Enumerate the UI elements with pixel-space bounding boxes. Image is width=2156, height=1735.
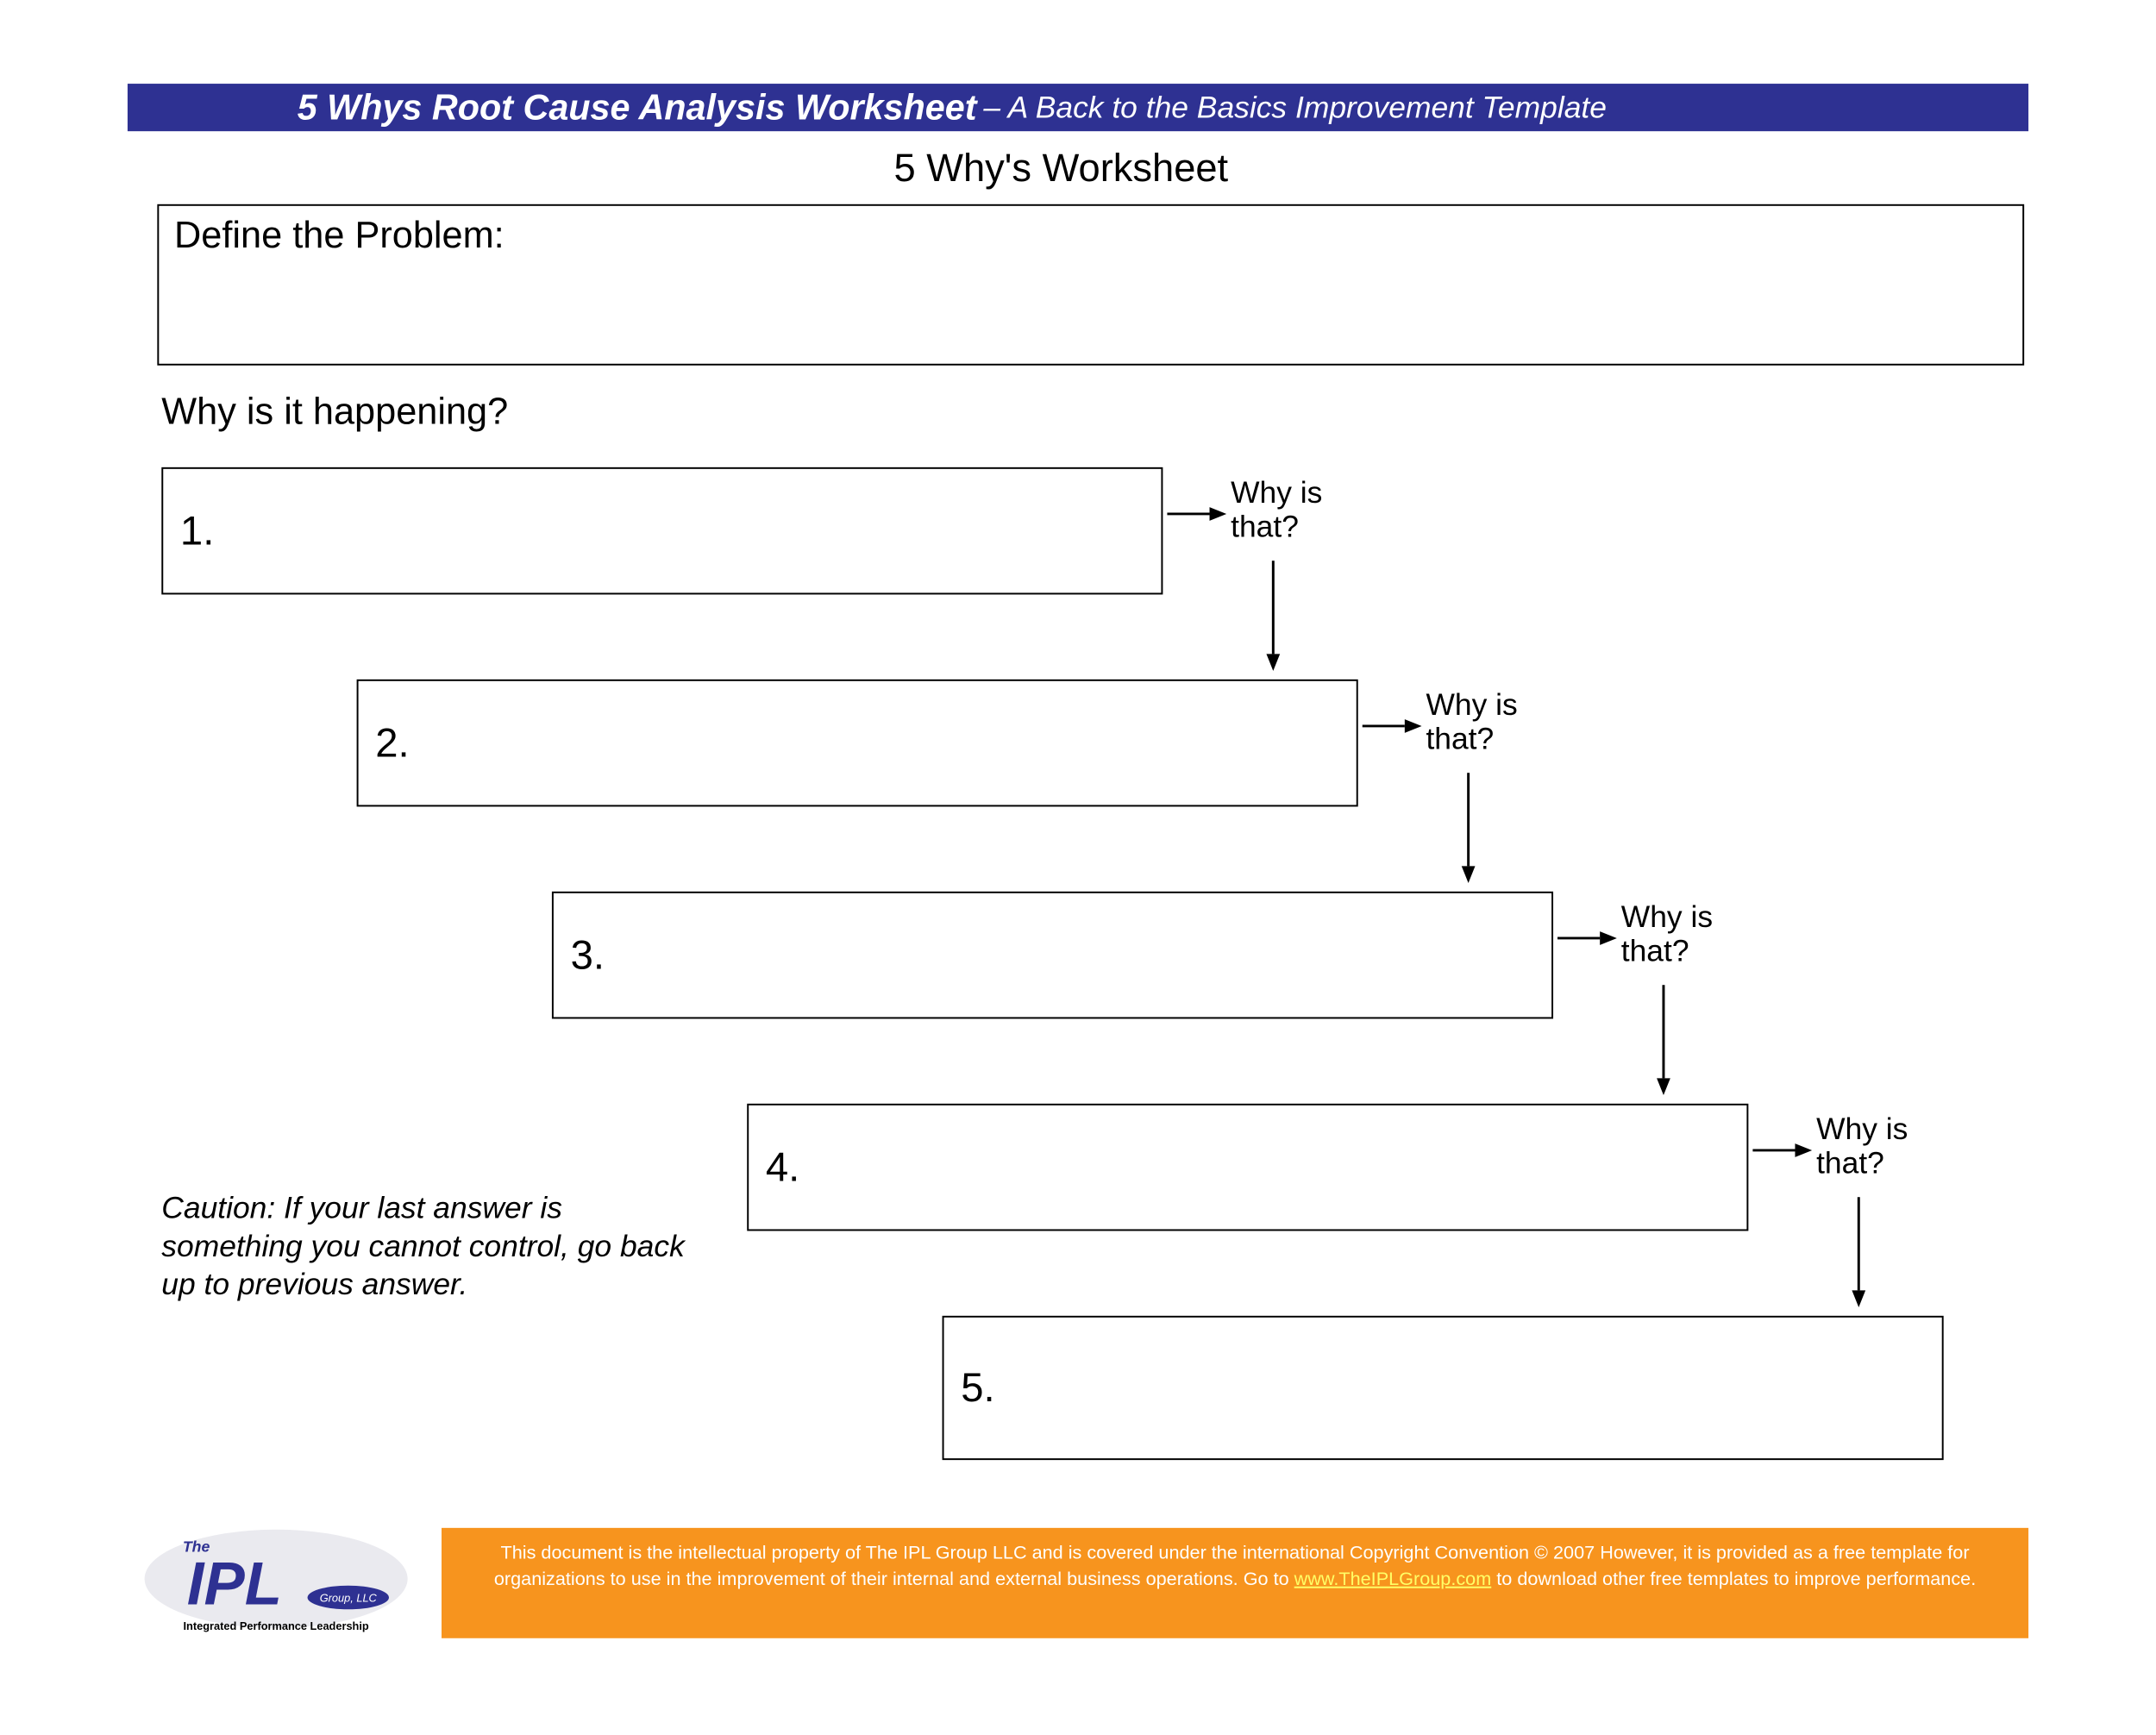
why-that-line1: Why is (1816, 1112, 1908, 1146)
footer-bar: This document is the intellectual proper… (442, 1528, 2028, 1638)
step-5-box[interactable]: 5. (943, 1316, 1944, 1460)
logo-sub-text: Integrated Performance Leadership (184, 1619, 369, 1632)
arrow-down-icon (1456, 773, 1482, 883)
why-that-line1: Why is (1426, 687, 1517, 722)
step-4-box[interactable]: 4. (747, 1104, 1748, 1231)
why-that-line2: that? (1621, 933, 1689, 968)
logo-main-text: IPL (187, 1550, 282, 1618)
define-problem-label: Define the Problem: (174, 215, 2007, 257)
why-that-label-1: Why is that? (1231, 476, 1322, 543)
header-bar: 5 Whys Root Cause Analysis Worksheet – A… (128, 84, 2028, 131)
why-that-line2: that? (1816, 1145, 1884, 1180)
why-that-label-2: Why is that? (1426, 688, 1517, 755)
arrow-right-icon (1363, 713, 1422, 739)
worksheet-page: 5 Whys Root Cause Analysis Worksheet – A… (17, 34, 2105, 1674)
arrow-right-icon (1557, 925, 1617, 951)
logo-tag-text: Group, LLC (320, 1591, 378, 1604)
why-that-label-4: Why is that? (1816, 1112, 1908, 1180)
step-2-box[interactable]: 2. (357, 680, 1358, 807)
arrow-right-icon (1752, 1137, 1812, 1163)
arrow-down-icon (1846, 1197, 1872, 1307)
step-1-box[interactable]: 1. (161, 467, 1163, 595)
step-1-number: 1. (180, 508, 214, 554)
step-4-number: 4. (766, 1144, 799, 1191)
why-that-line1: Why is (1621, 899, 1713, 934)
arrow-right-icon (1167, 501, 1226, 527)
arrow-down-icon (1651, 985, 1677, 1095)
step-3-box[interactable]: 3. (552, 892, 1553, 1019)
why-that-line2: that? (1231, 509, 1299, 543)
footer-text-2: to download other free templates to impr… (1496, 1568, 1976, 1589)
why-that-label-3: Why is that? (1621, 900, 1713, 968)
step-2-number: 2. (375, 720, 409, 767)
ipl-logo: The IPL Group, LLC Integrated Performanc… (136, 1511, 417, 1646)
header-title-sub: – A Back to the Basics Improvement Templ… (983, 90, 1607, 125)
why-happening-label: Why is it happening? (161, 391, 508, 433)
step-5-number: 5. (961, 1364, 994, 1411)
why-that-line2: that? (1426, 721, 1494, 755)
worksheet-title: 5 Why's Worksheet (17, 145, 2105, 191)
arrow-down-icon (1261, 561, 1287, 671)
caution-text: Caution: If your last answer is somethin… (161, 1188, 696, 1303)
footer-link[interactable]: www.TheIPLGroup.com (1294, 1568, 1492, 1589)
define-problem-box[interactable]: Define the Problem: (157, 204, 2024, 366)
why-that-line1: Why is (1231, 475, 1322, 510)
header-title-main: 5 Whys Root Cause Analysis Worksheet (298, 87, 977, 128)
step-3-number: 3. (571, 932, 605, 979)
